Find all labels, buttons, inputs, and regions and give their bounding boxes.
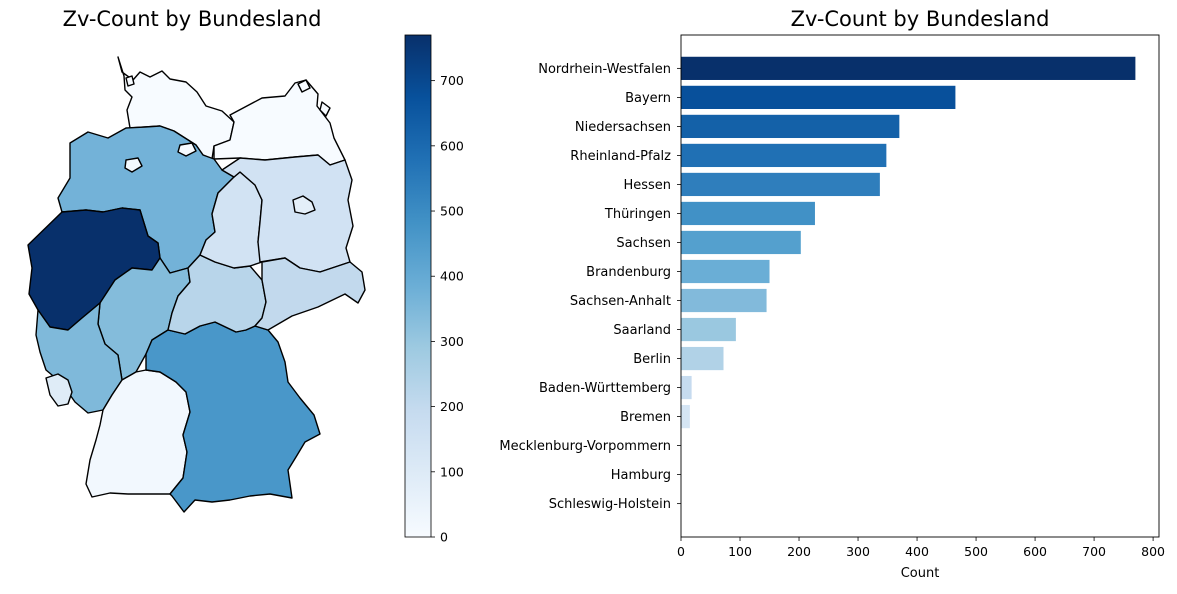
x-axis-label: Count	[901, 566, 940, 581]
bar	[681, 201, 815, 226]
colorbar: 0 100 200 300 400 500 600 700	[404, 34, 464, 545]
x-tick-label: 300	[846, 544, 870, 559]
bar	[681, 259, 770, 284]
region-sachsen	[254, 257, 366, 331]
bar	[681, 56, 1136, 80]
category-label: Saarland	[613, 323, 671, 338]
colorbar-tick-label: 100	[440, 464, 464, 479]
colorbar-tick-label: 0	[440, 530, 448, 545]
colorbar-tick-label: 600	[440, 138, 464, 153]
colorbar-tick-label: 200	[440, 399, 464, 414]
x-tick-label: 400	[905, 544, 929, 559]
region-saarland	[45, 373, 73, 407]
x-tick-label: 0	[677, 544, 685, 559]
region-berlin	[292, 195, 316, 215]
x-tick-label: 700	[1082, 544, 1106, 559]
region-hamburg	[177, 142, 197, 157]
x-tick-label: 200	[787, 544, 811, 559]
category-label: Hamburg	[611, 468, 671, 483]
category-label: Sachsen-Anhalt	[570, 294, 671, 309]
bar-series	[681, 56, 1136, 429]
region-islands	[125, 75, 331, 117]
x-tick-labels: 0 100 200 300 400 500 600 700 800	[677, 537, 1165, 559]
x-tick-label: 800	[1141, 544, 1165, 559]
region-bremen	[124, 157, 143, 173]
category-label: Bayern	[625, 91, 671, 106]
colorbar-tick-label: 300	[440, 334, 464, 349]
category-label: Schleswig-Holstein	[549, 497, 671, 512]
bar	[681, 172, 880, 197]
x-tick-label: 500	[964, 544, 988, 559]
colorbar-gradient	[404, 34, 432, 538]
category-label: Baden-Württemberg	[539, 381, 671, 396]
category-label: Thüringen	[604, 207, 671, 222]
bar	[681, 346, 724, 371]
category-label: Niedersachsen	[575, 120, 671, 135]
colorbar-tick-label: 400	[440, 269, 464, 284]
category-label: Rheinland-Pfalz	[570, 149, 671, 164]
bar	[681, 230, 801, 255]
category-label: Mecklenburg-Vorpommern	[499, 439, 671, 454]
colorbar-tick-label: 700	[440, 73, 464, 88]
bar	[681, 114, 900, 139]
colorbar-ticks: 0 100 200 300 400 500 600 700	[431, 73, 464, 545]
category-label: Bremen	[620, 410, 671, 425]
region-mecklenburg-vorpommern	[213, 79, 346, 166]
bar	[681, 404, 690, 429]
category-label: Nordrhein-Westfalen	[538, 62, 671, 77]
x-tick-label: 100	[728, 544, 752, 559]
germany-map	[27, 56, 366, 513]
category-label: Sachsen	[616, 236, 671, 251]
map-title: Zv-Count by Bundesland	[63, 7, 322, 31]
bar	[681, 375, 692, 400]
category-label: Hessen	[623, 178, 671, 193]
bar	[681, 85, 956, 109]
bar	[681, 143, 887, 168]
x-tick-label: 600	[1023, 544, 1047, 559]
colorbar-tick-label: 500	[440, 204, 464, 219]
bar	[681, 288, 767, 313]
plot-frame	[680, 34, 1160, 538]
bar-chart-title: Zv-Count by Bundesland	[791, 7, 1050, 31]
y-tick-labels: Nordrhein-Westfalen Bayern Niedersachsen Rh…	[499, 62, 681, 512]
bar	[681, 317, 736, 342]
category-label: Brandenburg	[586, 265, 671, 280]
category-label: Berlin	[633, 352, 671, 367]
